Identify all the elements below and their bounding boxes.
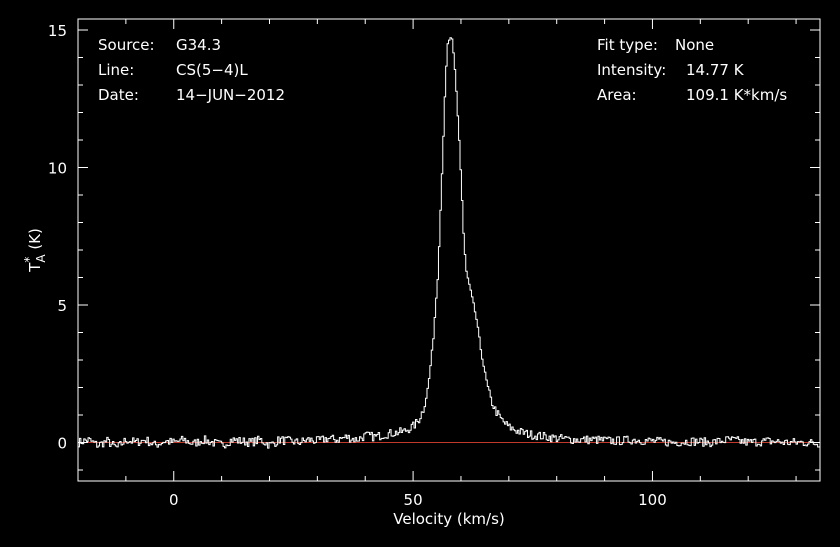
info-left-label: Line: <box>98 61 134 79</box>
x-tick-label: 100 <box>638 491 667 509</box>
y-tick-label: 5 <box>57 297 67 315</box>
info-right-value: 14.77 K <box>686 61 745 79</box>
info-right-value: None <box>675 36 714 54</box>
info-left-label: Source: <box>98 36 155 54</box>
y-tick-label: 10 <box>48 160 67 178</box>
spectrum-series-line <box>78 37 820 449</box>
info-left-value: 14−JUN−2012 <box>176 86 285 104</box>
info-right-value: 109.1 K*km/s <box>686 86 787 104</box>
y-axis-label: T*A (K) <box>22 228 48 273</box>
y-tick-label: 0 <box>57 435 67 453</box>
x-tick-label: 0 <box>169 491 179 509</box>
info-right-label: Intensity: <box>597 61 666 79</box>
info-left-value: CS(5−4)L <box>176 61 248 79</box>
info-left-label: Date: <box>98 86 139 104</box>
info-right-label: Area: <box>597 86 637 104</box>
info-left-value: G34.3 <box>176 36 221 54</box>
info-right-label: Fit type: <box>597 36 658 54</box>
x-tick-label: 50 <box>404 491 423 509</box>
y-tick-label: 15 <box>48 22 67 40</box>
x-axis-label: Velocity (km/s) <box>393 510 504 528</box>
